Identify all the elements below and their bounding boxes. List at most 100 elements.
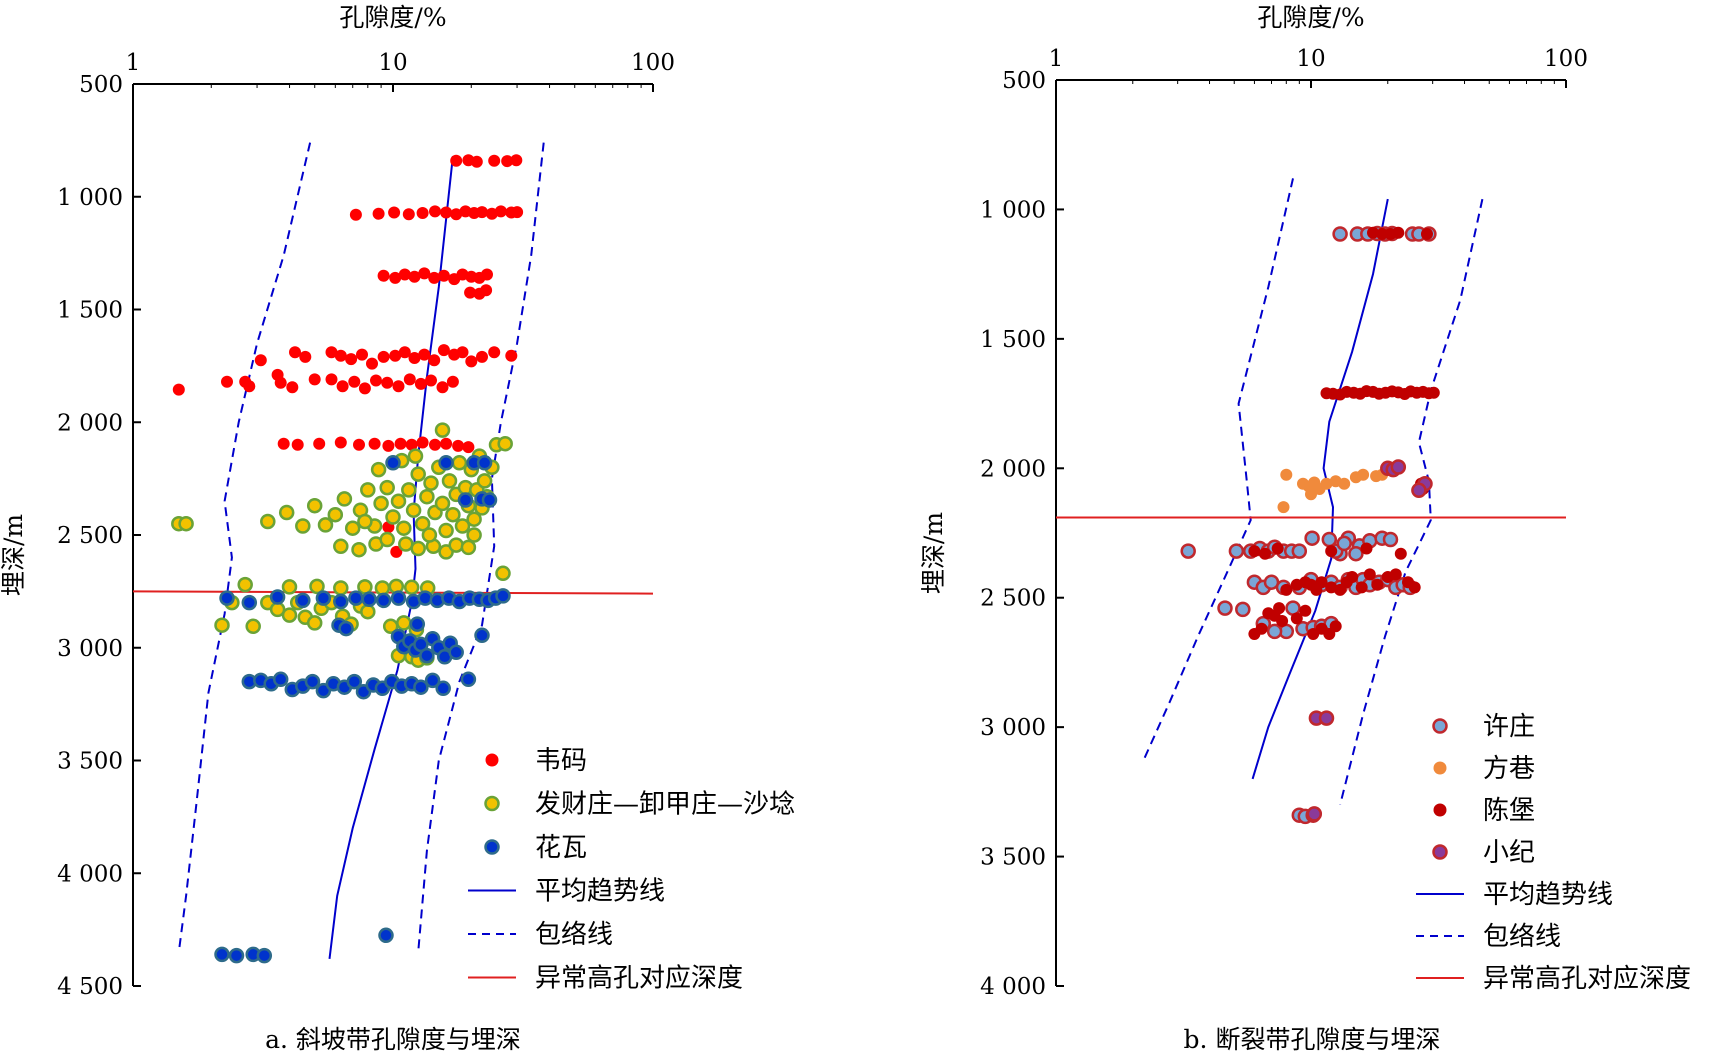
data-point bbox=[409, 616, 426, 632]
data-point bbox=[476, 350, 488, 363]
data-point bbox=[243, 380, 256, 393]
data-point bbox=[421, 527, 438, 543]
data-point bbox=[325, 346, 338, 359]
data-point bbox=[394, 437, 407, 450]
data-point bbox=[1357, 468, 1370, 481]
data-point bbox=[445, 506, 461, 523]
data-point bbox=[414, 377, 427, 390]
data-point bbox=[333, 580, 349, 596]
data-point bbox=[348, 590, 364, 606]
data-point bbox=[429, 205, 441, 218]
data-point bbox=[434, 422, 451, 438]
data-point bbox=[405, 438, 418, 451]
data-point bbox=[408, 270, 421, 283]
data-point bbox=[1411, 482, 1427, 499]
data-point bbox=[454, 518, 471, 534]
data-point bbox=[289, 346, 301, 359]
legend-label: 包络线 bbox=[535, 920, 613, 950]
data-point bbox=[390, 590, 407, 606]
data-point bbox=[381, 376, 394, 389]
data-point bbox=[291, 438, 304, 451]
y-tick-label: 4 500 bbox=[57, 974, 123, 1000]
data-point bbox=[334, 436, 347, 449]
data-point bbox=[1280, 468, 1293, 481]
legend-label: 异常高孔对应深度 bbox=[535, 964, 743, 994]
data-point bbox=[281, 607, 298, 623]
data-point bbox=[1367, 226, 1379, 239]
y-tick-label: 3 500 bbox=[57, 749, 123, 775]
data-point bbox=[353, 438, 365, 451]
data-point bbox=[437, 269, 450, 282]
plot-area bbox=[133, 142, 653, 964]
data-point bbox=[435, 680, 451, 697]
data-point bbox=[361, 591, 377, 608]
data-point bbox=[325, 373, 338, 386]
data-point bbox=[309, 578, 325, 595]
data-point bbox=[476, 473, 493, 489]
data-point bbox=[334, 349, 347, 362]
legend-swatch bbox=[484, 839, 500, 855]
data-point bbox=[448, 644, 464, 661]
panel-a: 1 10 100 500 1 000 1 500 2 000 2 500 3 000 3 500 4… bbox=[0, 3, 795, 1054]
data-point bbox=[389, 349, 402, 362]
data-point bbox=[385, 455, 401, 471]
data-point bbox=[360, 603, 376, 620]
legend-label: 许庄 bbox=[1483, 712, 1535, 742]
data-point bbox=[1325, 545, 1338, 558]
data-point bbox=[308, 373, 321, 386]
data-point bbox=[446, 375, 459, 388]
data-point bbox=[405, 502, 422, 518]
x-tick-label: 10 bbox=[1296, 46, 1325, 72]
data-point bbox=[313, 437, 326, 450]
data-point bbox=[304, 673, 321, 690]
data-point bbox=[345, 353, 358, 366]
data-point bbox=[403, 579, 420, 596]
y-tick-label: 1 000 bbox=[980, 197, 1046, 223]
data-point bbox=[172, 383, 185, 396]
data-point bbox=[434, 495, 451, 512]
data-point bbox=[374, 580, 391, 596]
data-point bbox=[481, 492, 498, 508]
data-point bbox=[1299, 604, 1312, 617]
data-point bbox=[390, 545, 403, 558]
data-point bbox=[1376, 228, 1389, 240]
data-point bbox=[245, 618, 261, 635]
data-point bbox=[382, 439, 395, 452]
x-tick-label: 100 bbox=[631, 50, 675, 76]
data-point bbox=[228, 947, 245, 964]
data-point bbox=[408, 352, 421, 364]
data-point bbox=[413, 679, 429, 695]
data-point bbox=[510, 154, 523, 167]
data-point bbox=[388, 206, 401, 219]
data-point bbox=[414, 515, 431, 532]
data-point bbox=[476, 455, 493, 471]
data-point bbox=[392, 380, 405, 393]
data-point bbox=[448, 537, 464, 553]
data-point bbox=[511, 206, 524, 219]
data-point bbox=[505, 349, 518, 362]
data-point bbox=[1305, 488, 1317, 501]
data-point bbox=[1371, 578, 1384, 591]
y-tick-label: 1 000 bbox=[57, 185, 123, 211]
legend-label: 发财庄—卸甲庄—沙埝 bbox=[535, 790, 795, 820]
data-point bbox=[460, 539, 477, 556]
data-point bbox=[429, 438, 441, 451]
data-point bbox=[410, 540, 426, 557]
data-point bbox=[460, 671, 477, 688]
x-tick-label: 1 bbox=[126, 50, 141, 76]
data-point bbox=[344, 520, 361, 536]
y-tick-label: 2 500 bbox=[980, 586, 1046, 612]
data-point bbox=[214, 617, 230, 633]
data-point bbox=[379, 531, 395, 548]
data-point bbox=[398, 536, 414, 552]
data-point bbox=[417, 590, 433, 606]
legend-label: 小纪 bbox=[1483, 838, 1535, 868]
data-point bbox=[295, 518, 311, 534]
data-point bbox=[428, 354, 441, 367]
data-point bbox=[488, 154, 501, 167]
data-point bbox=[474, 627, 490, 644]
data-point bbox=[1382, 531, 1399, 548]
data-point bbox=[1336, 535, 1352, 552]
data-point bbox=[219, 590, 235, 606]
legend-label: 韦码 bbox=[535, 746, 587, 776]
